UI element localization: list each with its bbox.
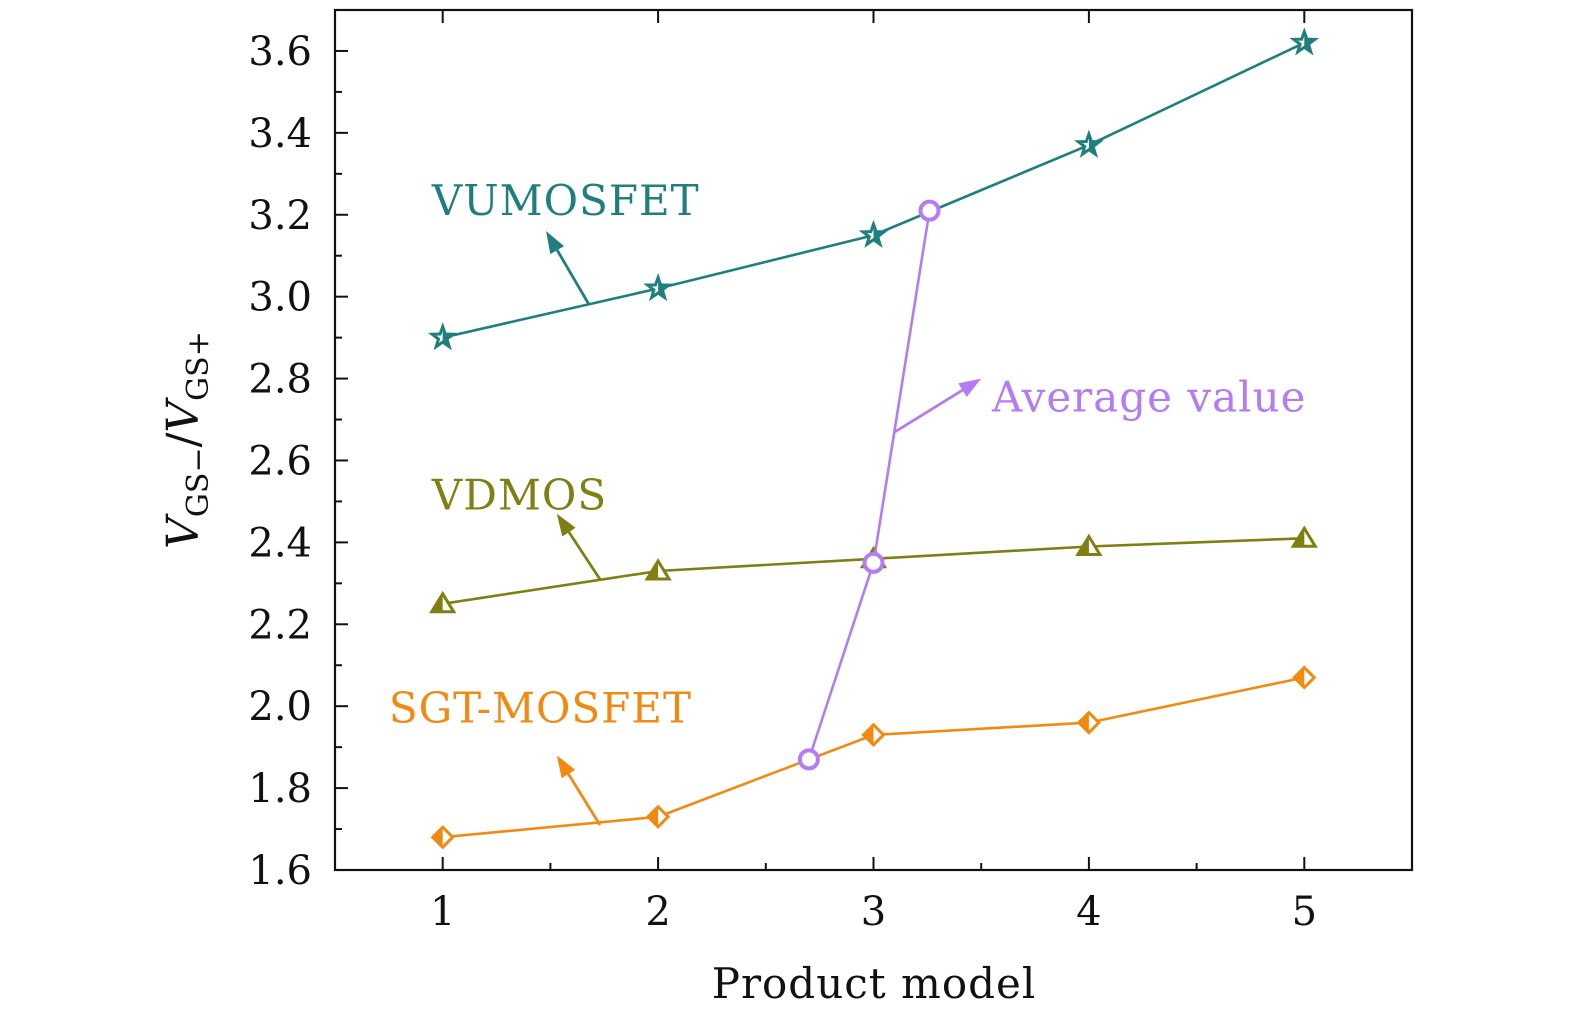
- y-tick-labels: 1.6 1.8 2.0 2.2 2.4 2.6 2.8 3.0 3.2 3.4 3.6: [248, 29, 312, 894]
- x-tick-label: 4: [1076, 889, 1101, 935]
- annotation-arrow-shaft: [567, 531, 602, 581]
- data-point-diamond-half: [648, 806, 659, 827]
- data-point-star-half: [1304, 31, 1315, 52]
- annotation-label: Average value: [991, 372, 1307, 421]
- series-average-value: [797, 199, 941, 771]
- annotation: VDMOS: [431, 471, 607, 581]
- annotation-label: VUMOSFET: [431, 176, 700, 225]
- data-point-circle: [797, 748, 820, 771]
- data-point-diamond-half: [1078, 712, 1089, 733]
- annotation-arrow-shaft: [567, 773, 602, 826]
- y-tick-label: 3.6: [248, 29, 312, 75]
- data-point-triangle-half: [1077, 536, 1089, 555]
- y-tick-label: 3.4: [248, 111, 312, 157]
- annotation: SGT-MOSFET: [389, 684, 692, 826]
- data-point-circle: [862, 551, 885, 574]
- y-tick-label: 2.4: [248, 520, 312, 566]
- annotation-label: VDMOS: [431, 471, 607, 520]
- y-tick-label: 1.6: [248, 848, 312, 894]
- svg-text:VGS−/VGS+: VGS−/VGS+: [158, 331, 216, 549]
- y-tick-label: 3.0: [248, 275, 312, 321]
- x-axis-title: Product model: [712, 959, 1037, 1008]
- y-tick-label: 2.0: [248, 684, 312, 730]
- y-tick-label: 3.2: [248, 193, 312, 239]
- annotation-arrow-head: [556, 755, 576, 779]
- series-line: [807, 210, 931, 760]
- x-tick-label: 3: [861, 889, 886, 935]
- annotation-arrow-shaft: [555, 249, 591, 306]
- series-lines: [429, 30, 1318, 850]
- y-tick-label: 2.8: [248, 357, 312, 403]
- data-point-triangle-half: [431, 593, 443, 612]
- x-tick-labels: 1 2 3 4 5: [430, 889, 1317, 935]
- y-axis-title: VGS−/VGS+: [158, 331, 216, 549]
- annotation-arrow-head: [958, 378, 982, 397]
- y-tick-label: 2.6: [248, 438, 312, 484]
- series-vumosfet: [430, 30, 1317, 349]
- y-tick-label: 1.8: [248, 766, 312, 812]
- y-axis-title-numerator: V: [158, 513, 209, 549]
- y-axis-title-denominator-sub: GS+: [181, 331, 216, 401]
- annotations: VUMOSFET VDMOS SGT-MOSFET Average value: [389, 176, 1307, 826]
- data-point-diamond-half: [863, 724, 874, 745]
- x-tick-label: 5: [1292, 889, 1317, 935]
- data-point-star-half: [873, 224, 884, 245]
- series-sgt-mosfet: [430, 665, 1317, 850]
- data-point-triangle-half: [647, 561, 659, 580]
- axis-ticks: [335, 10, 1306, 871]
- data-point-circle: [918, 199, 941, 222]
- annotation: VUMOSFET: [431, 176, 700, 306]
- data-point-star-half: [658, 277, 669, 298]
- data-point-diamond-half: [432, 827, 443, 848]
- data-point-diamond-half: [1294, 667, 1305, 688]
- y-tick-label: 2.2: [248, 602, 312, 648]
- annotation: Average value: [894, 372, 1307, 434]
- x-tick-label: 2: [645, 889, 670, 935]
- data-point-triangle-half: [1293, 528, 1305, 547]
- y-axis-title-slash: /: [158, 432, 209, 447]
- data-point-star-half: [442, 326, 454, 347]
- y-axis-title-numerator-sub: GS−: [181, 447, 216, 517]
- annotation-arrow-head: [546, 231, 565, 255]
- annotation-arrow-head: [556, 513, 576, 537]
- data-point-star-half: [1088, 134, 1100, 155]
- x-tick-label: 1: [430, 889, 455, 935]
- y-axis-title-denominator: V: [158, 397, 209, 433]
- annotation-arrow-shaft: [894, 388, 964, 434]
- annotation-label: SGT-MOSFET: [389, 684, 692, 733]
